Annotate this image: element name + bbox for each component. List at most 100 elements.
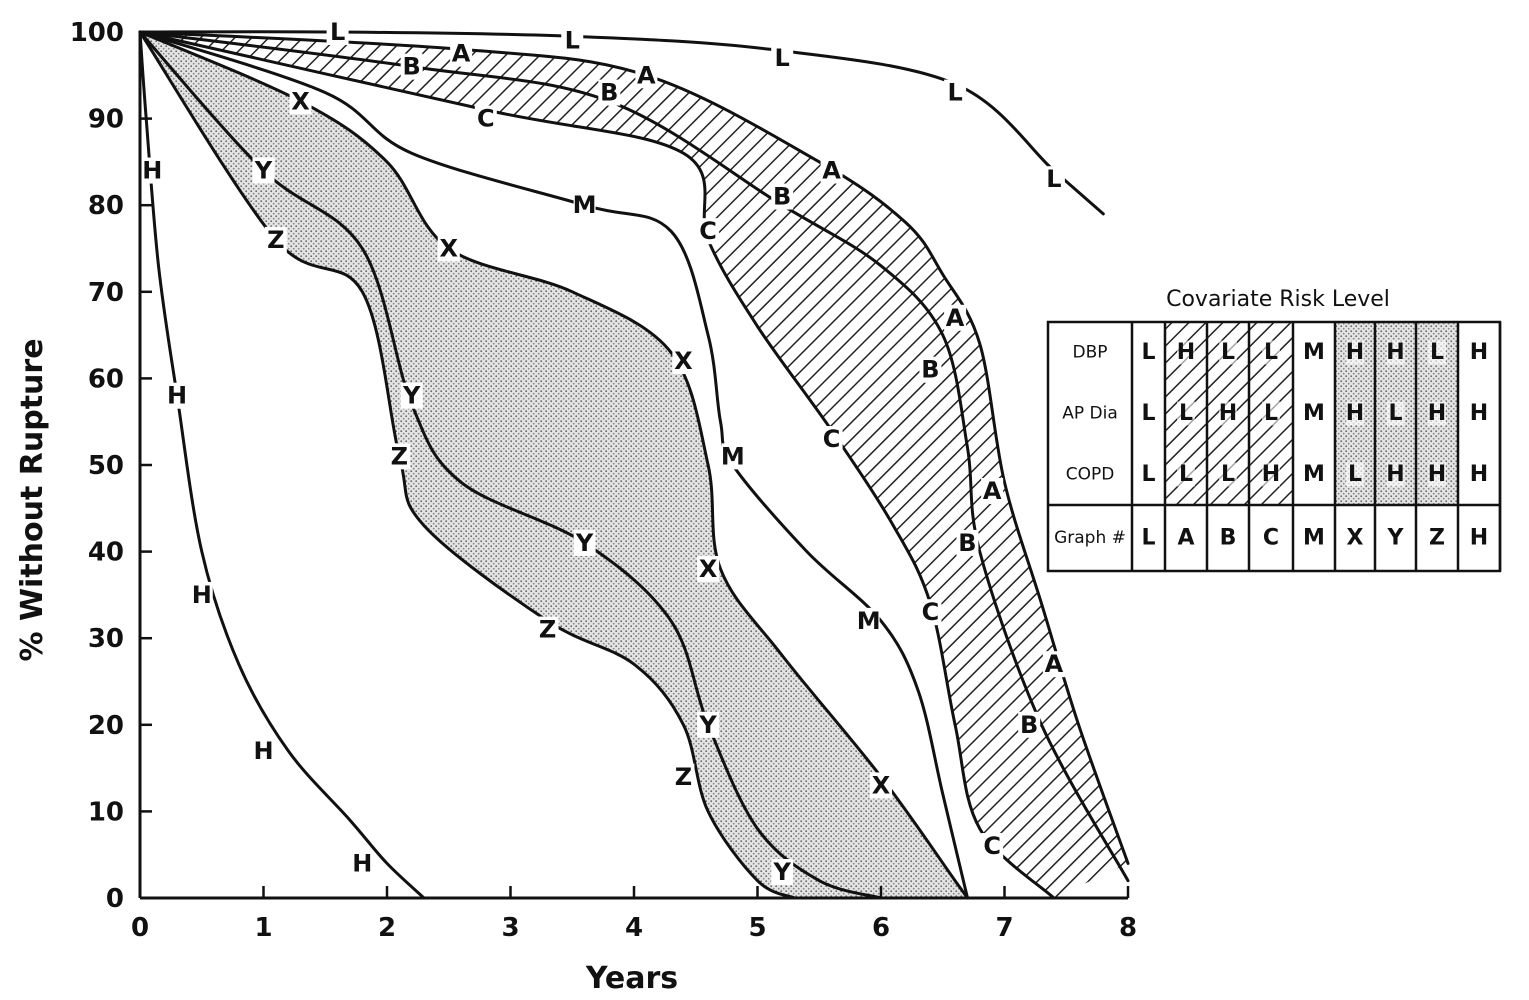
curve-label-text: L — [1046, 165, 1061, 193]
curve-label-A: A — [1042, 650, 1065, 678]
curve-label-Y: Y — [771, 858, 794, 886]
legend-cell: H — [1470, 526, 1488, 551]
curve-label-text: H — [352, 849, 372, 877]
legend-cell-text: H — [1177, 340, 1195, 365]
legend-table: Covariate Risk Level DBP L H L L M H H L HAP Dia L… — [1046, 287, 1502, 573]
curve-label-L: L — [1042, 165, 1065, 193]
legend-cell-text: H — [1346, 401, 1364, 426]
curve-label-B: B — [771, 183, 794, 211]
legend-cell: L — [1219, 340, 1237, 365]
legend-cell-bg — [1428, 340, 1446, 365]
curve-label-text: B — [773, 183, 791, 211]
legend-cell-bg — [1386, 462, 1405, 487]
x-tick-label: 2 — [378, 913, 396, 943]
legend-cell-text: L — [1221, 462, 1235, 487]
curve-label-H: H — [351, 849, 374, 877]
curve-label-bg — [573, 529, 596, 556]
legend-cell-text: H — [1219, 401, 1237, 426]
legend-cell-text: L — [1179, 462, 1193, 487]
legend-cell-text: B — [1220, 526, 1237, 551]
legend-cell: L — [1141, 340, 1155, 365]
survival-curves — [138, 30, 1130, 900]
curve-label-bg — [437, 235, 460, 262]
legend-cell: H — [1177, 340, 1195, 365]
legend-cell-bg — [1219, 340, 1237, 365]
legend-row-header: AP Dia — [1062, 404, 1118, 424]
curve-label-bg — [870, 772, 892, 799]
legend-cell-text: L — [1141, 340, 1155, 365]
curve-Y — [138, 30, 883, 900]
curve-label-M: M — [573, 191, 597, 219]
curve-label-Z: Z — [672, 763, 695, 791]
legend-cell: L — [1262, 401, 1280, 426]
curve-label-bg — [981, 833, 1004, 860]
curve-label-bg — [264, 226, 287, 253]
curve-label-text: Y — [575, 529, 594, 557]
curve-label-bg — [956, 529, 979, 556]
legend-cell-bg — [1219, 401, 1237, 426]
curve-label-L: L — [944, 79, 967, 107]
curve-label-bg — [400, 382, 423, 409]
curve-M — [138, 30, 969, 900]
legend-cell-text: A — [1177, 526, 1194, 551]
band-X-Z — [140, 32, 968, 898]
curve-label-Y: Y — [400, 382, 423, 410]
curve-label-text: Z — [675, 763, 692, 791]
legend-cell-bg — [1386, 340, 1405, 365]
curve-label-text: M — [857, 607, 881, 635]
curve-label-bg — [166, 382, 189, 409]
curve-label-bg — [919, 356, 942, 383]
curve-A — [138, 30, 1130, 865]
legend-cell-text: Z — [1429, 526, 1445, 551]
legend-cell: X — [1347, 526, 1364, 551]
curve-label-bg — [1018, 711, 1041, 738]
curve-label-M: M — [721, 442, 745, 470]
legend-cell-text: L — [1348, 462, 1362, 487]
curve-label-text: M — [573, 191, 597, 219]
curve-label-bg — [820, 157, 843, 184]
legend-cell-text: L — [1179, 401, 1193, 426]
curve-label-text: L — [775, 44, 790, 72]
legend-cell-text: H — [1470, 526, 1488, 551]
legend-cell: L — [1141, 526, 1155, 551]
curve-label-X: X — [697, 555, 720, 583]
band-A-C — [140, 32, 1128, 898]
curve-label-bg — [141, 157, 164, 184]
curve-label-text: B — [403, 53, 421, 81]
legend-cell: H — [1262, 462, 1280, 487]
curve-label-bg — [919, 599, 942, 626]
legend-cell-text: H — [1346, 340, 1364, 365]
curve-label-text: B — [921, 356, 939, 384]
curve-label-X: X — [289, 87, 312, 115]
legend-cell: L — [1386, 401, 1405, 426]
x-tick-label: 8 — [1119, 913, 1137, 943]
y-ticks: 0 10 20 30 40 50 60 70 80 90 100 — [70, 18, 152, 914]
legend-cell-bg — [1346, 401, 1364, 426]
legend-cell: L — [1177, 401, 1195, 426]
legend-cell-bg — [1386, 401, 1405, 426]
legend-cell-bg — [1262, 462, 1280, 487]
curve-label-A: A — [635, 61, 658, 89]
curve-label-H: H — [141, 157, 164, 185]
curve-label-text: B — [1020, 711, 1038, 739]
curve-label-bg — [635, 62, 658, 89]
legend-cell: L — [1346, 462, 1364, 487]
curve-label-C: C — [919, 598, 942, 626]
legend-cell: L — [1428, 340, 1446, 365]
curve-label-text: C — [922, 598, 940, 626]
legend-cell-text: H — [1428, 462, 1446, 487]
curve-label-text: B — [958, 529, 976, 557]
curve-label-B: B — [598, 79, 621, 107]
legend-cell: L — [1141, 462, 1155, 487]
curve-label-text: H — [192, 581, 212, 609]
curve-label-text: C — [699, 217, 717, 245]
legend-cell-text: M — [1303, 462, 1325, 487]
curve-label-bg — [326, 19, 349, 45]
legend-cell-bg — [1346, 340, 1364, 365]
curve-label-Y: Y — [573, 529, 596, 557]
y-tick-label: 90 — [88, 105, 124, 135]
legend-cell-bg — [1346, 462, 1364, 487]
legend-cell-text: L — [1141, 462, 1155, 487]
curve-label-bg — [400, 53, 423, 80]
curve-label-text: X — [291, 87, 310, 115]
